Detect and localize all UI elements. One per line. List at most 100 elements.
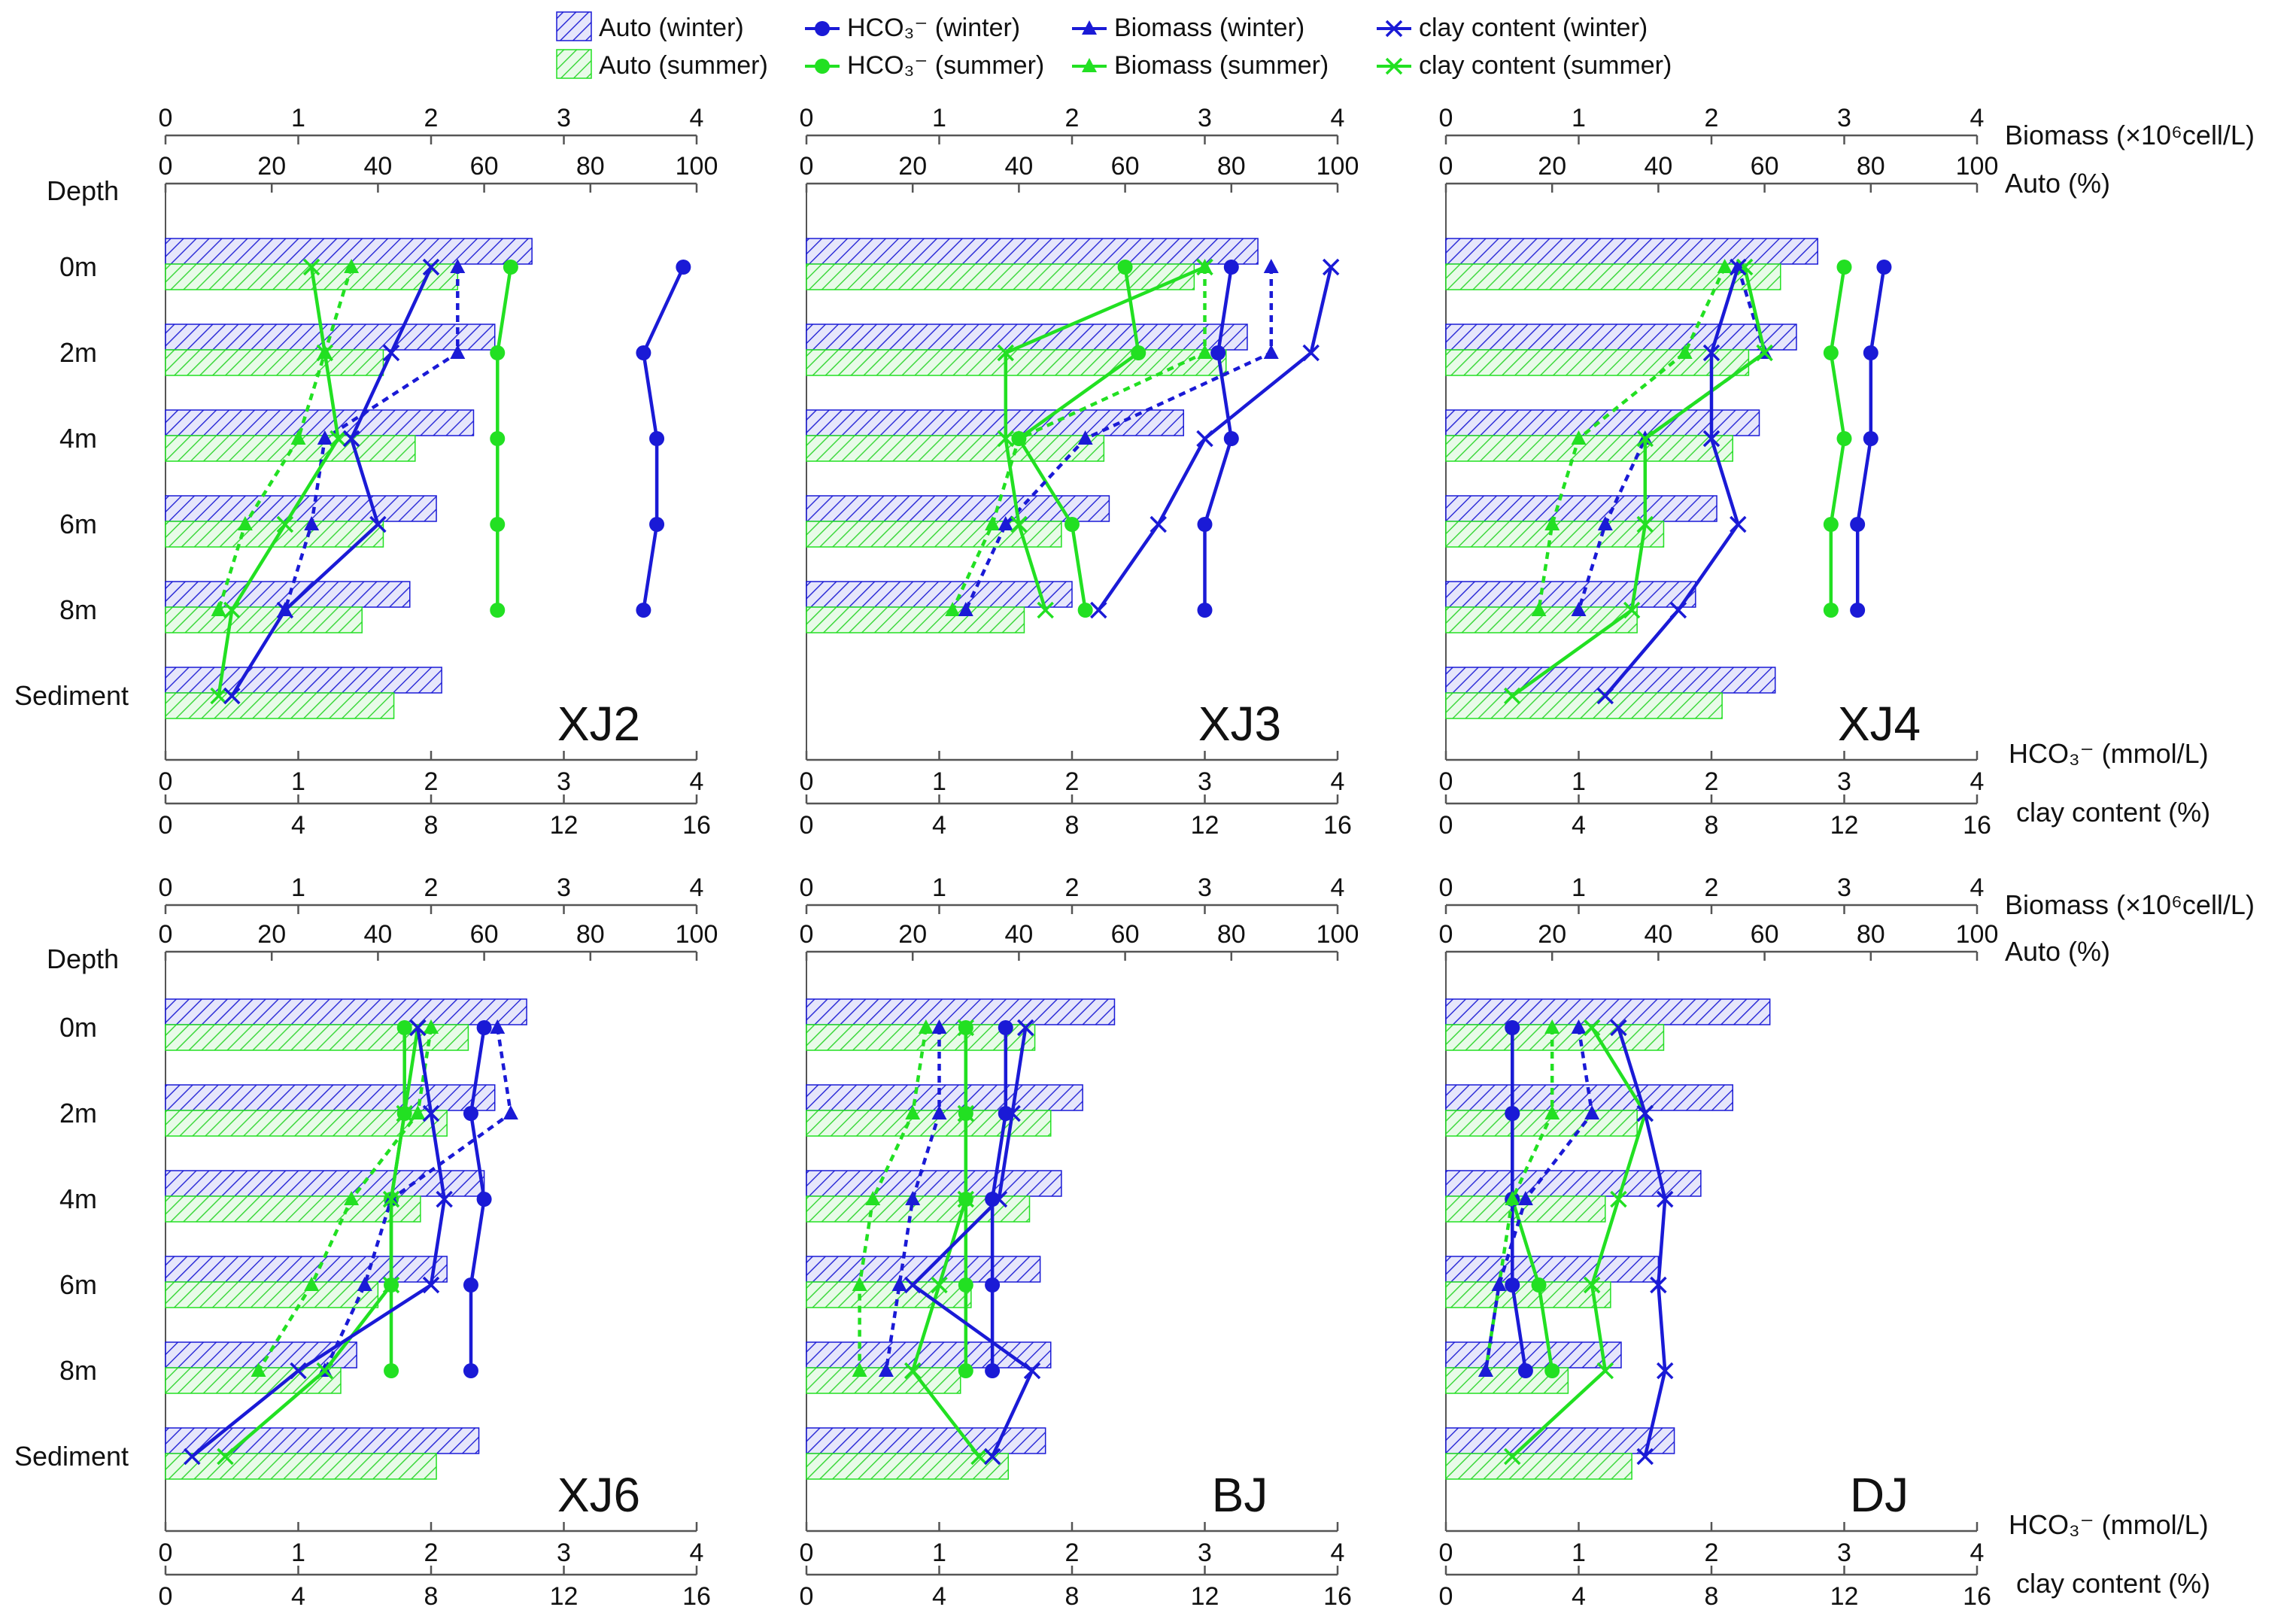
biomass-winter-point [503,1105,518,1119]
auto-axis-tick-label: 80 [1217,152,1246,181]
clay-summer-point [1196,258,1213,276]
biomass-summer-point [344,259,360,273]
legend-item-bio-s: Biomass (summer) [1072,51,1329,80]
clay-winter-point [1636,1104,1654,1122]
clay-summer-point [302,258,320,276]
hco3-winter-point [649,431,665,446]
biomass-axis-tick-label: 1 [932,873,946,902]
auto-axis-tick-label: 100 [1956,920,1999,949]
biomass-axis-tick-label: 1 [1572,873,1586,902]
hco3-winter-point [1517,1363,1533,1378]
auto-axis-tick-label: 60 [470,920,499,949]
hco3-axis: 0 1 2 3 4 [1439,1522,1985,1567]
auto-axis: 0 20 40 60 80 100 [1439,152,1998,193]
clay-winter-point [276,601,294,619]
legend-marker [1082,20,1097,35]
hco3-winter-point [1223,260,1239,275]
clay-axis-tick-label: 16 [1323,1582,1352,1607]
clay-axis-tick-label: 12 [1830,811,1859,840]
clay-winter-point [342,430,360,448]
biomass-winter-point [1263,259,1279,273]
auto-winter-bar [1445,581,1696,608]
hco3-summer-point [1823,517,1839,532]
biomass-axis-tick-label: 0 [159,104,173,132]
biomass-summer-point [1531,602,1547,616]
hco3-summer-point [1131,345,1146,360]
auto-summer-bar [1445,1110,1638,1137]
biomass-summer-point [1505,1191,1520,1205]
hco3-axis-tick-label: 4 [1970,1539,1985,1567]
hco3-winter-point [1197,603,1213,618]
clay-summer-point [957,1104,975,1122]
biomass-winter-point [490,1019,506,1034]
clay-summer-point [382,1190,400,1208]
hco3-summer-point [1077,603,1093,618]
biomass-axis-tick-label: 2 [1065,873,1080,902]
biomass-winter-point [450,345,466,359]
biomass-summer-point [905,1105,921,1119]
legend: Auto (winter) Auto (summer) HCO₃⁻ (winter)… [556,11,1672,80]
clay-axis-tick-label: 0 [159,1582,173,1607]
biomass-axis-tick-label: 1 [291,104,305,132]
biomass-axis-tick-label: 3 [557,104,571,132]
auto-summer-bar [1445,1453,1632,1480]
biomass-winter-point [1478,1362,1493,1377]
depth-label: 6m [59,1269,97,1300]
auto-axis: 0 20 40 60 80 100 [800,152,1359,193]
clay-winter-line [230,266,433,697]
biomass-winter-line [1577,266,1766,611]
biomass-winter-point [450,259,466,273]
clay-winter-point [369,515,387,533]
hco3-summer-point [1544,1363,1560,1378]
auto-axis-title: Auto (%) [2005,936,2110,967]
clay-winter-point [990,1190,1008,1208]
biomass-summer-point [1677,345,1693,359]
biomass-winter-point [931,1019,947,1034]
biomass-summer-point [1571,430,1587,445]
auto-winter-bar [806,1084,1083,1111]
hco3-winter-point [1197,517,1213,532]
auto-summer-bar [806,1453,1010,1480]
depth-label: 8m [59,594,97,625]
hco3-axis-tick-label: 2 [1705,767,1719,796]
biomass-summer-point [1197,345,1213,359]
auto-axis: 0 20 40 60 80 100 [1439,920,1999,961]
biomass-axis-tick-label: 2 [1065,104,1080,132]
clay-winter-point [1196,430,1213,448]
auto-winter-bar [806,998,1116,1025]
hco3-summer-point [503,260,518,275]
hco3-axis-tick-label: 1 [1572,767,1586,796]
biomass-winter-point [304,516,320,530]
clay-axis-tick-label: 8 [424,811,439,840]
clay-axis-tick-label: 4 [932,1582,946,1607]
hco3-axis-tick-label: 0 [159,767,173,796]
hco3-winter-point [463,1277,478,1293]
legend-label: Auto (winter) [599,14,744,42]
auto-axis-tick-label: 20 [898,920,927,949]
hco3-summer-point [1531,1277,1547,1293]
hco3-axis-tick-label: 4 [690,767,704,796]
auto-axis-tick-label: 40 [363,920,392,949]
clay-winter-point [1322,258,1340,276]
clay-axis-tick-label: 0 [159,811,173,840]
clay-axis-tick-label: 0 [1439,811,1453,840]
hco3-axis-tick-label: 0 [1439,1539,1453,1567]
hco3-summer-point [1836,260,1852,275]
biomass-axis: 0 1 2 3 4 [1439,104,1984,144]
hco3-winter-point [463,1106,478,1121]
clay-winter-point [1636,1448,1654,1466]
auto-winter-bar [806,238,1259,265]
auto-winter-bar [1445,409,1760,436]
auto-summer-bar [165,435,416,462]
hco3-axis: 0 1 2 3 4 [800,1522,1344,1567]
hco3-winter-point [1223,431,1239,446]
clay-summer-point [1583,1019,1601,1037]
biomass-summer-point [1011,430,1027,445]
clay-winter-point [409,1019,427,1037]
clay-summer-point [316,344,334,362]
legend-marker [1385,20,1403,38]
clay-summer-point [997,344,1014,362]
hco3-summer-point [958,1277,973,1293]
clay-winter-point [1150,515,1167,533]
